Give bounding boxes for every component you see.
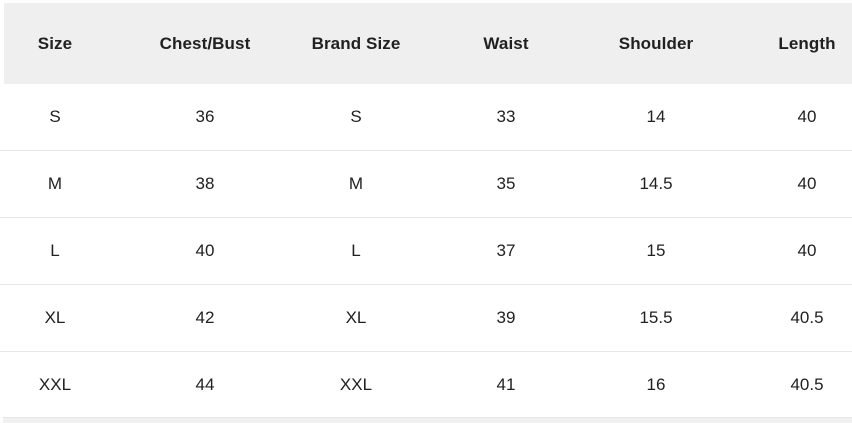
cell-chest-bust: 42 (195, 308, 215, 327)
cell-size: M (47, 174, 63, 193)
cell-waist: 39 (496, 308, 516, 327)
table-row-xl: XL 42 XL 39 15.5 40.5 (0, 284, 852, 351)
cell-chest-bust: 40 (195, 241, 215, 260)
cell-size: XXL (38, 374, 72, 394)
table-row-m: M 38 M 35 14.5 40 (0, 150, 852, 217)
strip-left-margin (0, 417, 3, 423)
column-header-size: Size (37, 33, 73, 53)
table-row-xxl: XXL 44 XXL 41 16 40.5 (0, 351, 852, 417)
cell-shoulder: 14.5 (639, 174, 673, 193)
cell-size: S (49, 107, 61, 126)
cell-waist: 35 (496, 174, 516, 193)
header-left-margin (0, 0, 4, 84)
column-header-length: Length (778, 33, 836, 53)
cell-brand-size: XL (345, 308, 367, 327)
cell-shoulder: 14 (646, 107, 666, 126)
column-header-brand-size: Brand Size (311, 33, 401, 53)
cell-waist: 33 (496, 107, 516, 126)
cell-size: XL (44, 308, 66, 327)
cell-shoulder: 16 (646, 374, 666, 394)
cell-shoulder: 15.5 (639, 308, 673, 327)
cell-length: 40 (797, 174, 817, 193)
cell-chest-bust: 38 (195, 174, 215, 193)
cell-brand-size: S (350, 107, 362, 126)
cell-brand-size: M (348, 174, 364, 193)
cell-length: 40 (797, 107, 817, 126)
cell-brand-size: L (351, 241, 361, 260)
next-section-strip (0, 417, 852, 423)
cell-size: L (50, 241, 60, 260)
cell-waist: 37 (496, 241, 516, 260)
cell-length: 40 (797, 241, 817, 260)
cell-chest-bust: 44 (195, 374, 215, 394)
size-chart-table: Size Chest/Bust Brand Size Waist Shoulde… (0, 3, 852, 423)
column-header-waist: Waist (483, 33, 529, 53)
table-header-row: Size Chest/Bust Brand Size Waist Shoulde… (0, 3, 852, 84)
cell-length: 40.5 (790, 308, 824, 327)
cell-shoulder: 15 (646, 241, 666, 260)
table-row-s: S 36 S 33 14 40 (0, 84, 852, 150)
column-header-chest-bust: Chest/Bust (159, 33, 251, 53)
column-header-shoulder: Shoulder (618, 33, 694, 53)
cell-length: 40.5 (790, 374, 824, 394)
cell-waist: 41 (496, 374, 516, 394)
table-row-l: L 40 L 37 15 40 (0, 217, 852, 284)
cell-chest-bust: 36 (195, 107, 215, 126)
cell-brand-size: XXL (339, 374, 373, 394)
